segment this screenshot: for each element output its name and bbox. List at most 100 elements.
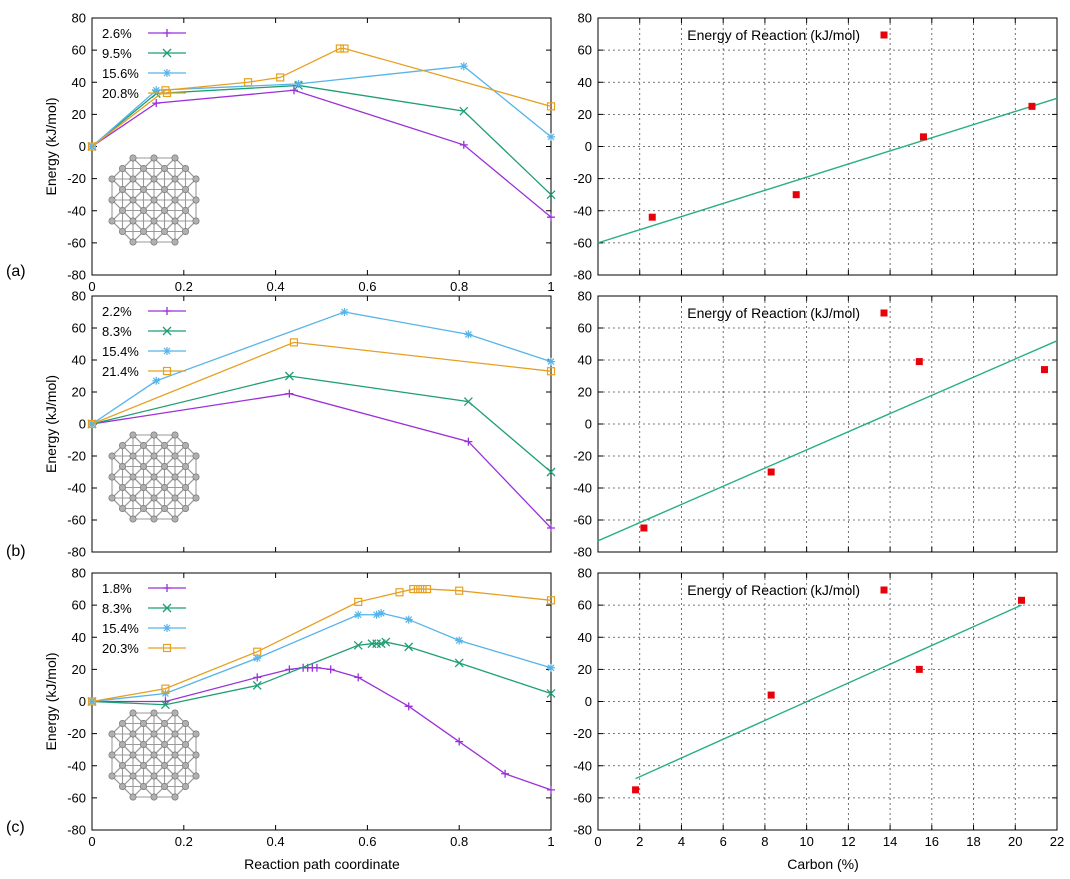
chart-4-legend-marker-1 bbox=[162, 603, 172, 613]
chart-2-series-line-3 bbox=[91, 341, 552, 425]
chart-0-point-s2 bbox=[294, 79, 303, 88]
chart-2-point-s3 bbox=[289, 338, 299, 347]
chart-4-xtick-label: 1 bbox=[547, 834, 554, 849]
chart-0-ytick-label: -80 bbox=[67, 268, 86, 283]
chart-0-series-line-0 bbox=[91, 89, 552, 218]
chart-4-point-s3 bbox=[418, 584, 427, 594]
chart-5-point-s0 bbox=[632, 786, 640, 794]
chart-0-series-line-3 bbox=[91, 47, 552, 148]
chart-4-point-s2 bbox=[161, 689, 170, 698]
chart-0-point-s3 bbox=[276, 73, 285, 82]
left-xlabel: Reaction path coordinate bbox=[244, 856, 400, 872]
chart-0-xtick-label: 0.6 bbox=[358, 279, 376, 294]
chart-2-legend-label-1: 8.3% bbox=[102, 324, 132, 339]
chart-2-point-s0 bbox=[464, 437, 473, 446]
chart-4-point-s2 bbox=[253, 654, 262, 663]
chart-4-point-s3 bbox=[395, 588, 404, 597]
chart-5-ytick-label: 80 bbox=[578, 566, 592, 581]
chart-4-point-s3 bbox=[253, 647, 262, 656]
chart-4-ytick-label: -40 bbox=[67, 758, 86, 773]
chart-1-fit-line bbox=[597, 97, 1058, 244]
chart-4-series-line-3 bbox=[91, 588, 552, 703]
chart-3-ytick-label: -80 bbox=[573, 545, 592, 560]
chart-0-series-line-1 bbox=[91, 84, 552, 196]
chart-2-point-s1 bbox=[284, 371, 294, 381]
chart-5-ytick-label: 40 bbox=[578, 630, 592, 645]
chart-2-point-s1 bbox=[463, 397, 473, 407]
chart-4-xtick-label: 0.2 bbox=[175, 834, 193, 849]
chart-1-point-s0 bbox=[792, 191, 800, 199]
chart-2-legend-marker-1 bbox=[162, 326, 172, 336]
chart-2-legend-marker-3 bbox=[162, 366, 172, 376]
chart-4-point-s1 bbox=[404, 642, 414, 652]
chart-5-xtick-label: 20 bbox=[1008, 834, 1022, 849]
chart-0-point-s1 bbox=[546, 190, 556, 200]
chart-3-fit-line bbox=[597, 340, 1058, 542]
right-xlabel: Carbon (%) bbox=[787, 856, 859, 872]
chart-4-ytick-label: 60 bbox=[72, 598, 86, 613]
chart-2-point-s0 bbox=[285, 389, 294, 398]
chart-0-legend-label-1: 9.5% bbox=[102, 46, 132, 61]
chart-4-point-s3 bbox=[87, 697, 97, 706]
chart-2-series-line-1 bbox=[91, 375, 552, 473]
chart-3-legend-label: Energy of Reaction (kJ/mol) bbox=[687, 305, 860, 321]
chart-0-point-s3 bbox=[87, 142, 97, 151]
chart-0-ytick-label: -40 bbox=[67, 203, 86, 218]
chart-0-series-line-2 bbox=[91, 65, 552, 147]
chart-1-ytick-label: 40 bbox=[578, 75, 592, 90]
chart-1-ytick-label: -40 bbox=[573, 203, 592, 218]
chart-0-point-s2 bbox=[547, 132, 555, 141]
chart-4-legend-marker-0 bbox=[163, 584, 171, 592]
chart-4-ytick-label: -80 bbox=[67, 823, 86, 838]
chart-4-point-s0 bbox=[455, 737, 464, 746]
chart-4-xtick-label: 0 bbox=[88, 834, 95, 849]
chart-0-point-s3 bbox=[546, 102, 556, 111]
panel-label-b: (b) bbox=[6, 543, 26, 560]
chart-0-point-s0 bbox=[547, 213, 555, 222]
chart-0-point-s3 bbox=[161, 86, 170, 95]
chart-4-point-s0 bbox=[354, 673, 363, 682]
chart-5-fit-line bbox=[635, 604, 1022, 780]
chart-0-ytick-label: 20 bbox=[72, 107, 86, 122]
chart-4-point-s1 bbox=[353, 640, 363, 650]
chart-2-ytick-label: -20 bbox=[67, 449, 86, 464]
chart-5-xtick-label: 8 bbox=[761, 834, 768, 849]
chart-0-point-s2 bbox=[459, 62, 468, 71]
chart-1-ytick-label: 80 bbox=[578, 11, 592, 26]
chart-3-ytick-label: 40 bbox=[578, 353, 592, 368]
chart-4-point-s3 bbox=[161, 684, 170, 693]
chart-4-point-s0 bbox=[253, 673, 262, 682]
chart-1-ytick-label: -20 bbox=[573, 171, 592, 186]
chart-3-ytick-label: -20 bbox=[573, 449, 592, 464]
chart-0-point-s0 bbox=[459, 140, 468, 149]
chart-5-ytick-label: 0 bbox=[585, 694, 592, 709]
chart-0-ytick-label: -60 bbox=[67, 235, 86, 250]
chart-0-point-s3 bbox=[243, 78, 253, 87]
chart-5-ytick-label: -40 bbox=[573, 758, 592, 773]
chart-3-point-s0 bbox=[1040, 366, 1048, 374]
chart-2-ytick-label: 20 bbox=[72, 385, 86, 400]
chart-0-ytick-label: 80 bbox=[72, 11, 86, 26]
chart-4-ytick-label: -60 bbox=[67, 790, 86, 805]
chart-1-ytick-label: 20 bbox=[578, 107, 592, 122]
chart-5-ytick-label: 60 bbox=[578, 598, 592, 613]
chart-0-xtick-label: 0.4 bbox=[267, 279, 285, 294]
chart-1-point-s0 bbox=[919, 133, 927, 141]
chart-0-legend-label-0: 2.6% bbox=[102, 26, 132, 41]
chart-5-ytick-label: -60 bbox=[573, 790, 592, 805]
chart-4-point-s2 bbox=[354, 610, 363, 619]
chart-0-xtick-label: 0.8 bbox=[450, 279, 468, 294]
chart-1-ytick-label: -60 bbox=[573, 235, 592, 250]
chart-5-point-s0 bbox=[1018, 596, 1026, 604]
chart-0-ylabel: Energy (kJ/mol) bbox=[43, 97, 59, 195]
chart-4-point-s3 bbox=[422, 584, 432, 594]
chart-0-legend-marker-3 bbox=[162, 88, 172, 98]
chart-4-ytick-label: 0 bbox=[79, 694, 86, 709]
chart-2-point-s2 bbox=[340, 308, 349, 316]
chart-4-point-s3 bbox=[413, 584, 422, 594]
chart-0-point-s1 bbox=[459, 106, 469, 116]
chart-2-ytick-label: 0 bbox=[79, 417, 86, 432]
chart-1-legend-label: Energy of Reaction (kJ/mol) bbox=[687, 27, 860, 43]
chart-4-point-s1 bbox=[454, 658, 464, 668]
chart-1-ytick-label: 60 bbox=[578, 43, 592, 58]
